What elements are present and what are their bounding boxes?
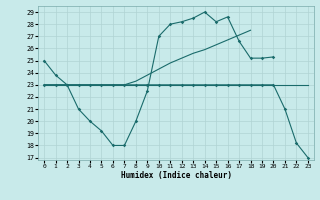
X-axis label: Humidex (Indice chaleur): Humidex (Indice chaleur) — [121, 171, 231, 180]
